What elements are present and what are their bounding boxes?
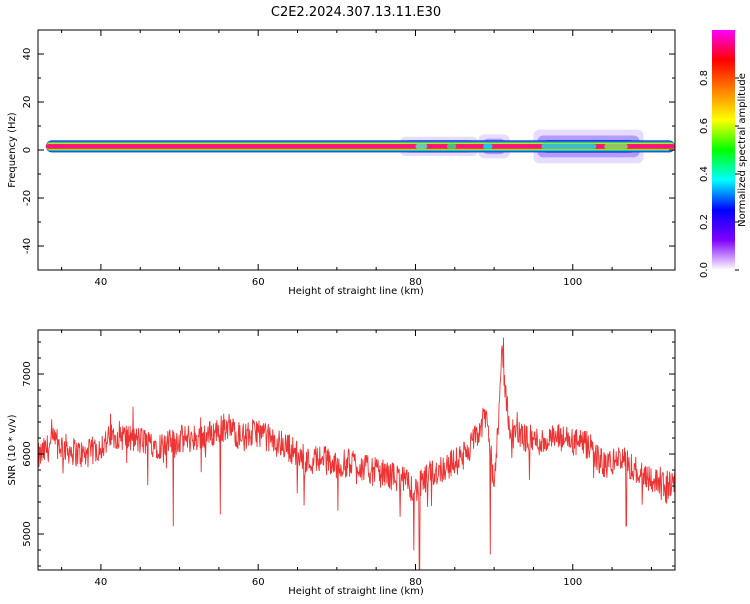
- snr-x-tick-label: 40: [95, 577, 108, 588]
- spectrogram-x-tick-label: 40: [95, 277, 108, 288]
- spectrogram-ticks: 40 60 80 100 -40 -20 0 20 40: [22, 29, 675, 288]
- spectrogram-y-tick-label: 40: [22, 48, 33, 61]
- snr-y-tick-label: 6000: [22, 441, 33, 466]
- spectrogram-band-breakup: [446, 143, 457, 149]
- colorbar-label: Normalized spectral amplitude: [737, 73, 748, 227]
- snr-series-line: [38, 337, 675, 570]
- spectrogram-band-peak: [45, 145, 675, 148]
- spectrogram-x-tick-label: 100: [563, 277, 582, 288]
- spectrogram-band-breakup: [483, 143, 493, 149]
- colorbar: 0.0 0.2 0.4 0.6 0.8 Normalized spectral ampl…: [699, 30, 748, 278]
- spectrogram-x-axis-label: Height of straight line (km): [288, 286, 424, 297]
- spectrogram-y-tick-label: 0: [22, 147, 33, 153]
- spectrogram-y-tick-label: -20: [22, 190, 33, 206]
- colorbar-tick-label: 0.6: [699, 118, 710, 134]
- snr-x-axis-label: Height of straight line (km): [288, 586, 424, 597]
- colorbar-tick-label: 0.8: [699, 70, 710, 86]
- colorbar-tick-label: 0.0: [699, 262, 710, 278]
- snr-y-axis-label: SNR (10 * v/v): [7, 414, 18, 485]
- spectrogram-y-tick-label: 20: [22, 96, 33, 109]
- spectrogram-x-tick-label: 80: [409, 277, 422, 288]
- snr-x-tick-label: 100: [563, 577, 582, 588]
- colorbar-tick-label: 0.2: [699, 214, 710, 230]
- spectrogram-band-breakup: [541, 143, 597, 149]
- spectrogram-band-breakup: [604, 143, 628, 149]
- colorbar-ticks: 0.0 0.2 0.4 0.6 0.8: [699, 70, 739, 278]
- spectrogram-plot-area: [45, 129, 675, 164]
- snr-ticks: 40 60 80 100 5000 6000 7000: [22, 330, 675, 588]
- figure-title: C2E2.2024.307.13.11.E30: [271, 5, 441, 20]
- colorbar-gradient: [712, 30, 735, 270]
- snr-x-tick-label: 60: [252, 577, 265, 588]
- snr-x-tick-label: 80: [409, 577, 422, 588]
- snr-y-tick-label: 7000: [22, 361, 33, 386]
- colorbar-tick-label: 0.4: [699, 166, 710, 182]
- spectrogram-y-axis-label: Frequency (Hz): [7, 112, 18, 188]
- snr-panel: 40 60 80 100 5000 6000 7000 Height of straight…: [7, 329, 676, 597]
- spectrogram-band-breakup: [415, 143, 428, 149]
- spectrogram-y-tick-label: -40: [22, 238, 33, 254]
- spectrogram-panel: 40 60 80 100 -40 -20 0 20 40 Height of straight …: [7, 29, 676, 297]
- snr-plot-area: [38, 337, 675, 570]
- snr-y-tick-label: 5000: [22, 521, 33, 546]
- spectrogram-x-tick-label: 60: [252, 277, 265, 288]
- snr-frame: [37, 329, 676, 571]
